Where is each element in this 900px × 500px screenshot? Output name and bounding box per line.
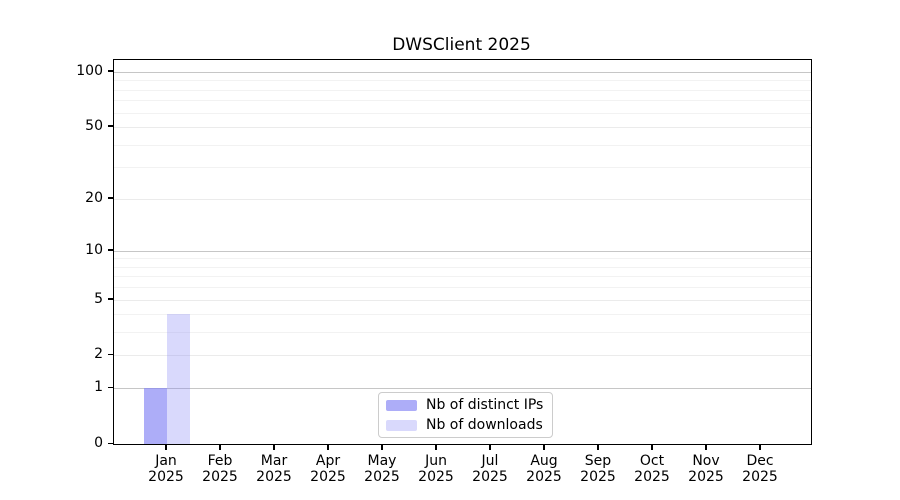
x-tick-label-aug: Aug 2025 (526, 453, 562, 485)
legend-label-distinct-ips: Nb of distinct IPs (426, 397, 544, 413)
gridline-y-7 (114, 276, 811, 278)
legend-label-downloads: Nb of downloads (426, 417, 543, 433)
x-tick-label-jul: Jul 2025 (472, 453, 508, 485)
x-tick-label-dec: Dec 2025 (742, 453, 778, 485)
gridline-y-6 (114, 287, 811, 289)
gridline-y-50 (114, 127, 811, 128)
x-tick-label-sep: Sep 2025 (580, 453, 616, 485)
x-tick-label-may: May 2025 (364, 453, 400, 485)
legend: Nb of distinct IPs Nb of downloads (378, 392, 553, 438)
x-tick-mark-feb (219, 444, 221, 450)
bar-nb-of-distinct-ips-jan (144, 388, 167, 444)
x-tick-label-feb: Feb 2025 (202, 453, 238, 485)
x-tick-mark-nov (705, 444, 707, 450)
x-tick-mark-dec (759, 444, 761, 450)
x-tick-mark-mar (273, 444, 275, 450)
x-tick-mark-may (381, 444, 383, 450)
y-tick-label-50: 50 (85, 117, 103, 134)
y-tick-mark-10 (108, 249, 113, 251)
gridline-y-3 (114, 332, 811, 334)
x-tick-mark-jun (435, 444, 437, 450)
y-tick-label-10: 10 (85, 241, 103, 258)
gridline-y-80 (114, 89, 811, 91)
x-tick-mark-aug (543, 444, 545, 450)
y-tick-label-100: 100 (76, 62, 103, 79)
gridline-y-90 (114, 80, 811, 82)
x-tick-mark-apr (327, 444, 329, 450)
y-tick-mark-5 (108, 298, 113, 300)
gridline-y-100 (114, 71, 811, 73)
y-tick-label-0: 0 (94, 435, 103, 451)
bar-nb-of-downloads-jan (167, 314, 190, 444)
gridline-y-9 (114, 258, 811, 260)
legend-swatch-distinct-ips-icon (386, 399, 417, 411)
gridline-y-60 (114, 112, 811, 114)
y-tick-mark-20 (108, 197, 113, 199)
gridline-y-40 (114, 144, 811, 146)
y-tick-mark-1 (108, 386, 113, 389)
gridline-y-20 (114, 198, 811, 200)
gridline-y-2 (114, 355, 811, 357)
legend-item-distinct-ips: Nb of distinct IPs (386, 397, 545, 413)
x-tick-label-jan: Jan 2025 (148, 453, 184, 485)
x-tick-label-nov: Nov 2025 (688, 453, 724, 485)
x-tick-mark-jan (165, 444, 167, 450)
x-tick-mark-sep (597, 444, 599, 450)
gridline-y-5 (114, 299, 811, 301)
y-tick-label-5: 5 (94, 290, 103, 307)
gridline-y-10 (114, 250, 811, 252)
y-tick-label-1: 1 (94, 379, 103, 396)
x-tick-label-oct: Oct 2025 (634, 453, 670, 485)
chart-title: DWSClient 2025 (392, 35, 531, 55)
y-tick-mark-100 (108, 70, 113, 72)
x-tick-mark-jul (489, 444, 491, 450)
gridline-y-1 (114, 388, 811, 390)
y-tick-mark-0 (108, 442, 113, 444)
y-tick-mark-50 (108, 125, 113, 127)
gridline-y-70 (114, 100, 811, 102)
x-tick-label-apr: Apr 2025 (310, 453, 346, 485)
gridline-y-4 (114, 314, 811, 316)
y-tick-label-20: 20 (85, 189, 103, 206)
plot-area (113, 59, 812, 445)
y-tick-mark-2 (108, 353, 113, 356)
gridline-y-8 (114, 266, 811, 268)
legend-swatch-downloads-icon (386, 419, 417, 431)
gridline-y-30 (114, 167, 811, 169)
x-tick-label-jun: Jun 2025 (418, 453, 454, 485)
x-tick-label-mar: Mar 2025 (256, 453, 292, 485)
legend-item-downloads: Nb of downloads (386, 417, 545, 433)
y-tick-label-2: 2 (94, 346, 103, 363)
x-tick-mark-oct (651, 444, 653, 450)
